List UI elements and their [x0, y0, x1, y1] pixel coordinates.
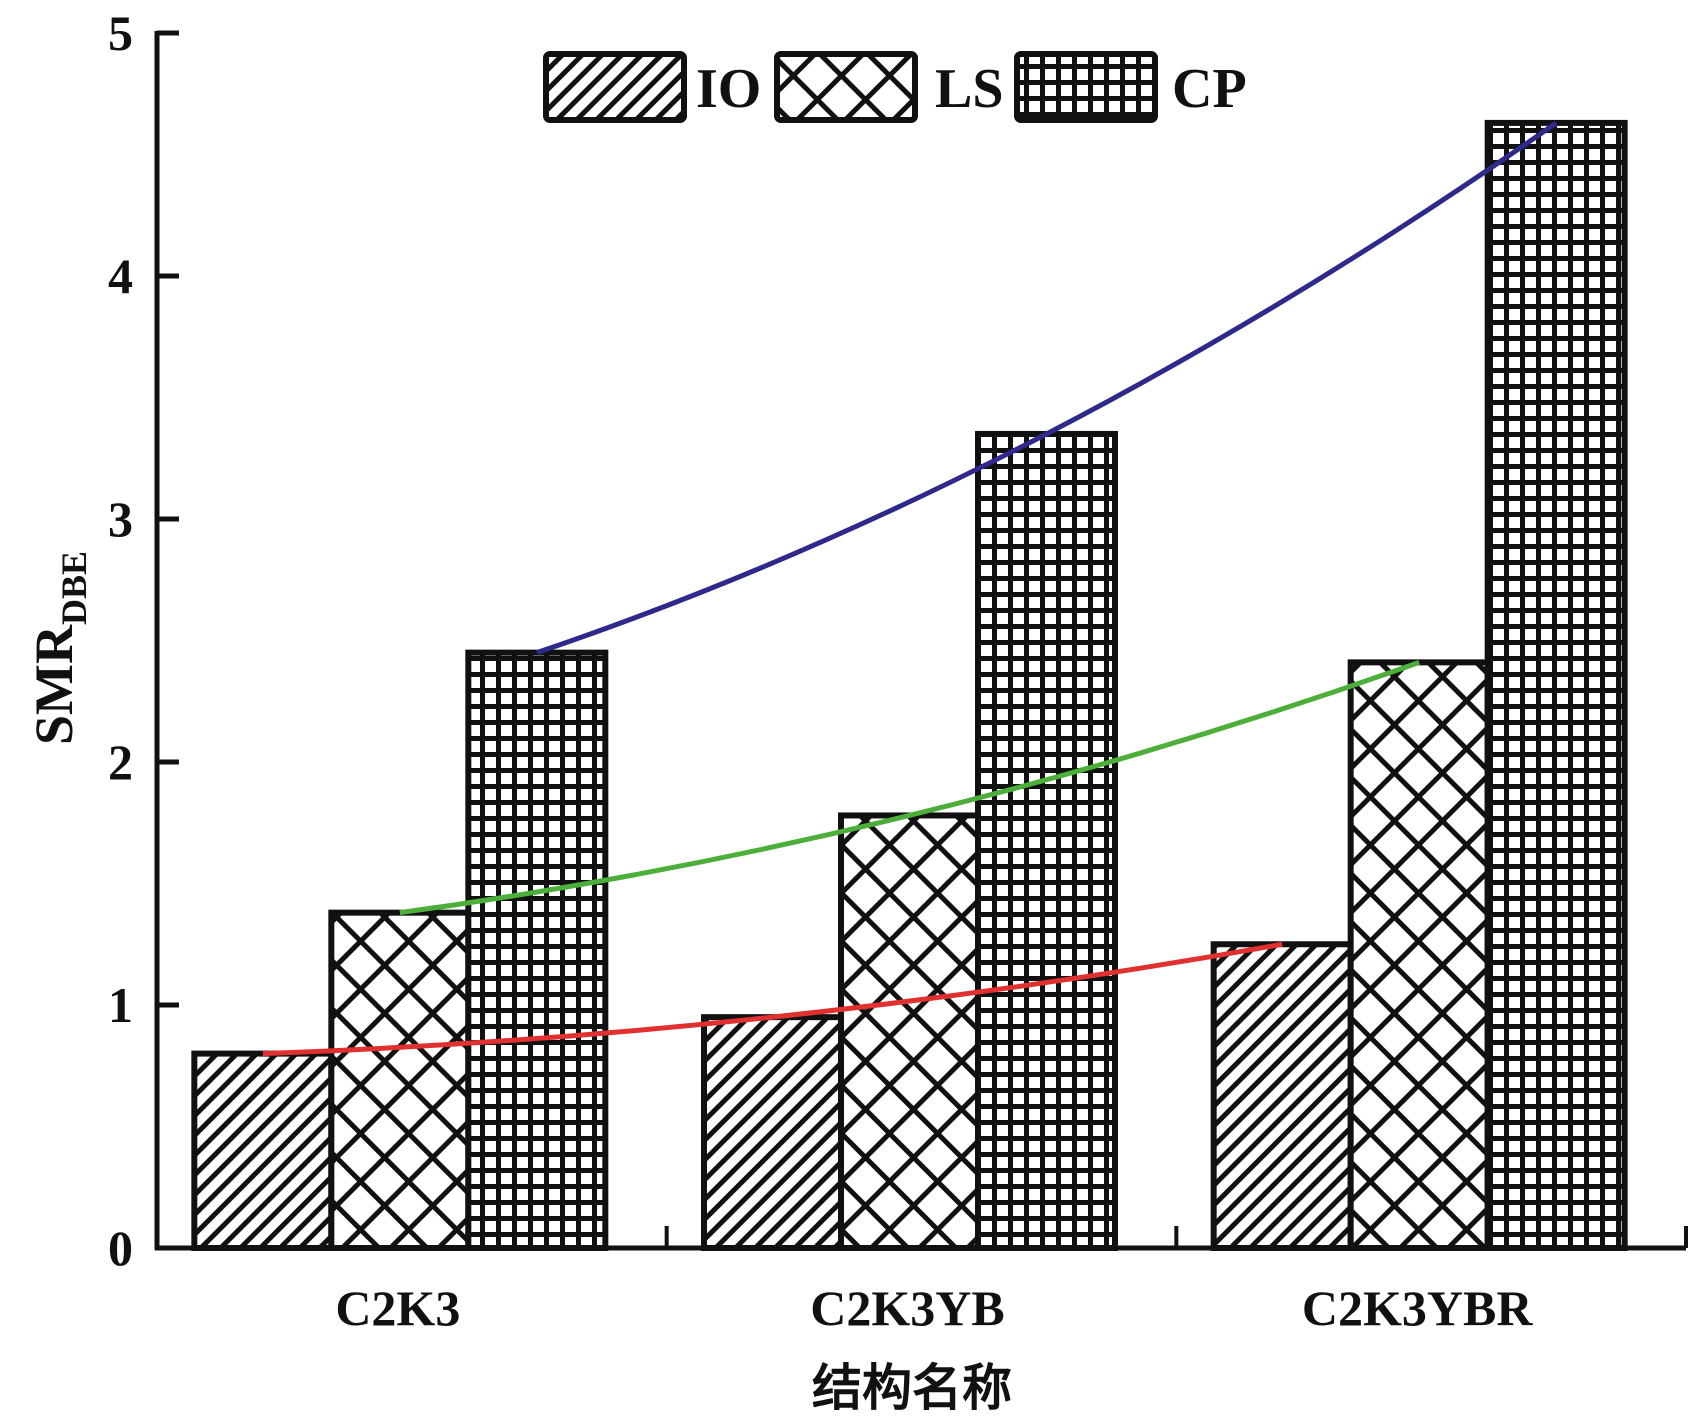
legend-swatch-io [543, 51, 687, 123]
legend-label-cp: CP [1172, 58, 1247, 120]
bar-ls-c2k3 [328, 909, 472, 1251]
y-tick-label: 3 [108, 491, 133, 547]
bar-io-c2k3yb [701, 1014, 844, 1252]
trend-line-io [262, 941, 1283, 1057]
legend-label-io: IO [696, 58, 761, 120]
y-axis-title-subscript: DBE [54, 551, 94, 625]
y-tick-label: 1 [108, 977, 133, 1033]
x-ticks [664, 1226, 1688, 1248]
legend-swatch-cp [1014, 51, 1158, 123]
x-tick-label-c2k3: C2K3 [335, 1280, 460, 1336]
bar-ls-c2k3yb [838, 812, 981, 1252]
axes [154, 31, 1686, 1251]
y-axis-title: SMRDBE [24, 551, 94, 745]
legend: IO LS CP [543, 51, 1247, 123]
svg-text:SMRDBE: SMRDBE [24, 551, 94, 745]
y-tick-label: 4 [108, 248, 133, 304]
y-tick-label: 0 [108, 1220, 133, 1276]
bars-layer [191, 119, 1628, 1252]
bar-cp-c2k3ybr [1484, 119, 1628, 1251]
trend-lines-layer [262, 120, 1558, 1057]
bar-ls-c2k3ybr [1347, 659, 1491, 1251]
x-axis-title: 结构名称 [812, 1359, 1012, 1417]
bar-cp-c2k3 [465, 649, 609, 1251]
legend-swatch-ls [774, 51, 918, 123]
trend-line-cp [536, 120, 1558, 656]
bar-io-c2k3 [191, 1050, 335, 1251]
x-tick-label-c2k3yb: C2K3YB [810, 1280, 1004, 1336]
trend-line-ls [399, 660, 1421, 916]
y-tick-label: 5 [108, 5, 133, 61]
x-tick-label-c2k3ybr: C2K3YBR [1302, 1280, 1533, 1336]
y-tick-label: 2 [108, 734, 133, 790]
legend-label-ls: LS [935, 58, 1004, 120]
bar-io-c2k3ybr [1210, 941, 1354, 1251]
bar-cp-c2k3yb [975, 430, 1118, 1251]
y-axis-title-main: SMR [24, 624, 84, 745]
y-ticks: 0 1 2 3 4 5 [108, 5, 179, 1276]
